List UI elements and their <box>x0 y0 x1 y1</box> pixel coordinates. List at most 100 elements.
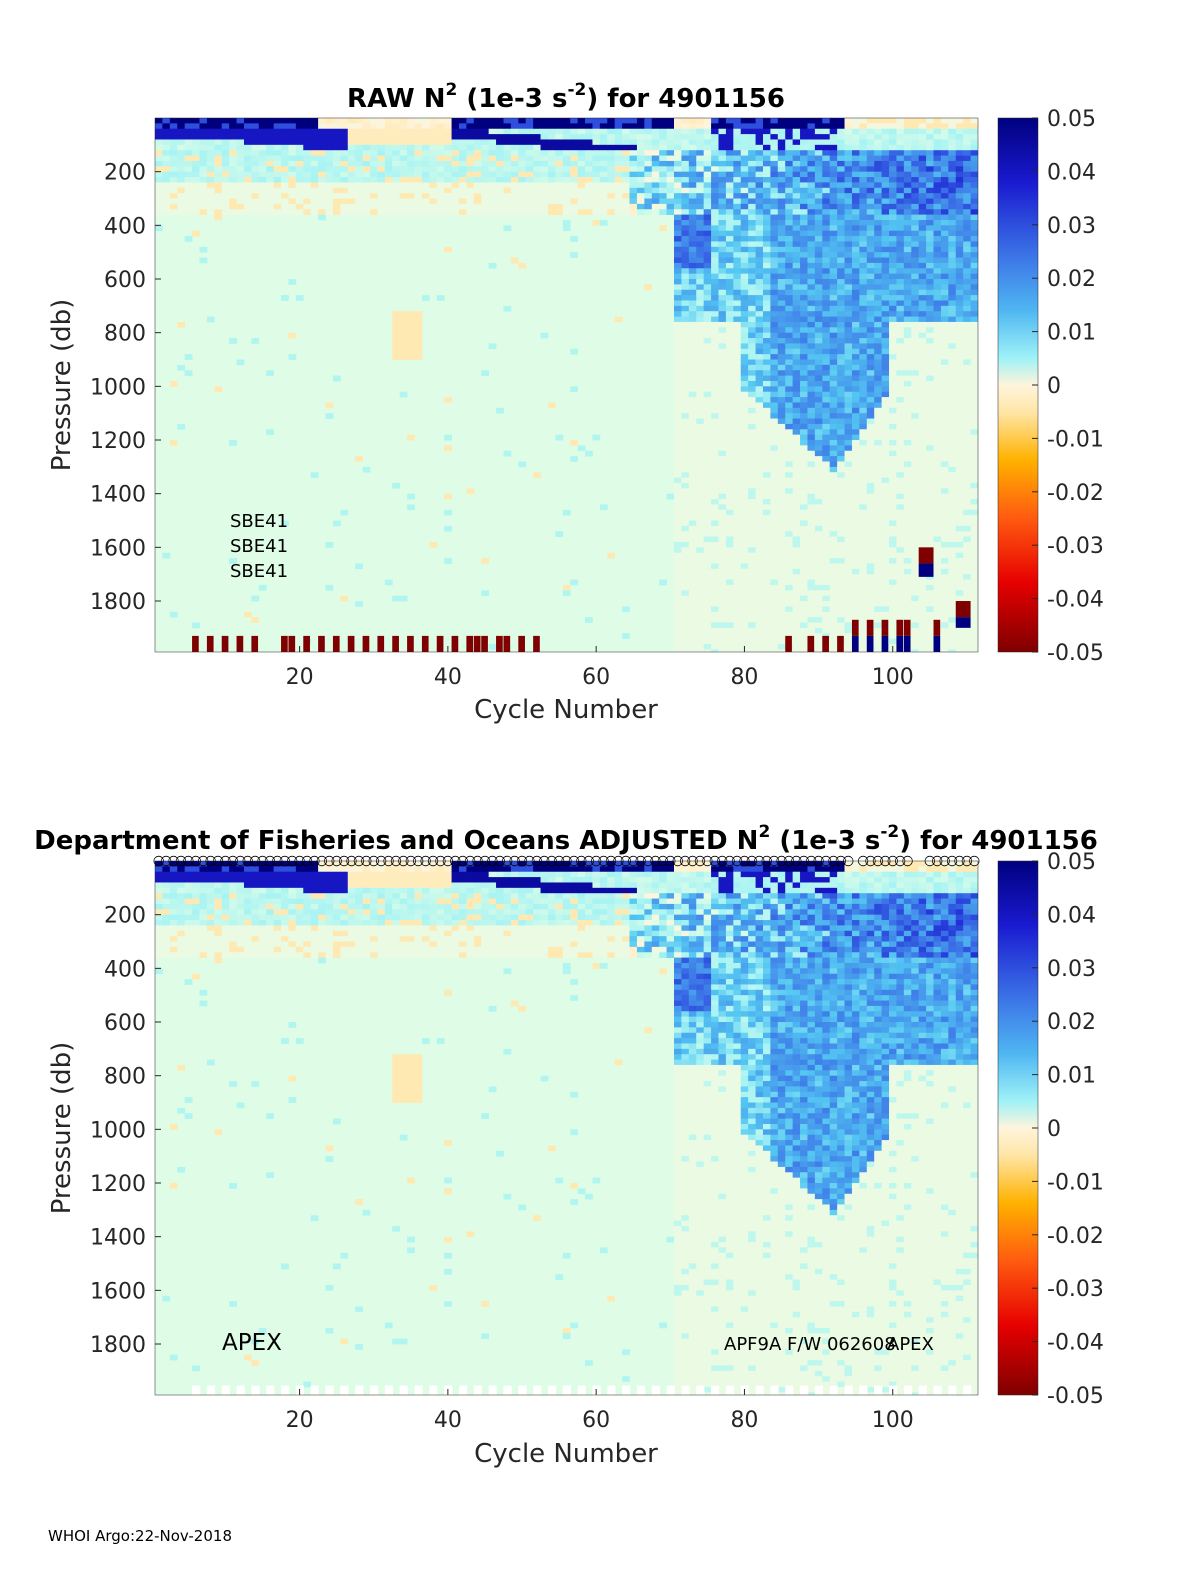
heatmap-cell <box>622 171 630 178</box>
heatmap-cell <box>340 134 349 140</box>
heatmap-cell <box>243 118 252 124</box>
heatmap-cell <box>748 482 756 489</box>
heatmap-cell <box>911 139 920 146</box>
heatmap-cell <box>577 203 586 210</box>
heatmap-cell <box>837 364 845 371</box>
heatmap-cell <box>859 461 868 468</box>
heatmap-cell <box>184 139 193 146</box>
heatmap-cell <box>570 166 579 173</box>
heatmap-cell <box>718 617 727 623</box>
heatmap-cell <box>206 128 215 135</box>
heatmap-cell <box>169 198 178 205</box>
heatmap-cell <box>421 198 430 205</box>
heatmap-cell <box>770 268 779 275</box>
heatmap-cell <box>295 134 304 140</box>
heatmap-cell <box>340 509 349 516</box>
heatmap-cell <box>762 354 771 360</box>
heatmap-cell <box>896 177 905 183</box>
heatmap-cell <box>844 284 853 291</box>
heatmap-cell <box>874 150 883 156</box>
heatmap-cell <box>681 134 690 140</box>
heatmap-cell <box>703 386 712 393</box>
heatmap-cell <box>844 257 853 264</box>
heatmap-cell <box>703 541 712 548</box>
heatmap-cell <box>733 440 742 446</box>
heatmap-cell <box>206 198 215 205</box>
heatmap-cell <box>800 552 808 559</box>
heatmap-cell <box>711 579 719 586</box>
heatmap-cell <box>725 209 734 216</box>
heatmap-cell <box>674 279 682 285</box>
heatmap-cell <box>903 203 912 210</box>
heatmap-cell <box>866 386 875 393</box>
heatmap-cell <box>881 225 890 232</box>
heatmap-cell <box>844 638 853 645</box>
heatmap-cell <box>577 144 586 151</box>
heatmap-cell <box>777 445 786 452</box>
heatmap-cell <box>718 225 727 232</box>
heatmap-cell <box>696 520 705 527</box>
heatmap-cell <box>844 305 853 312</box>
heatmap-cell <box>859 134 868 140</box>
heatmap-cell <box>711 558 719 564</box>
heatmap-cell <box>681 445 690 452</box>
heatmap-cell <box>332 171 341 178</box>
heatmap-cell <box>243 177 252 183</box>
heatmap-cell <box>674 482 682 489</box>
heatmap-cell <box>251 193 260 199</box>
heatmap-cell <box>881 504 890 511</box>
heatmap-cell <box>911 332 920 339</box>
heatmap-cell <box>725 338 734 344</box>
heatmap-cell <box>347 166 356 173</box>
heatmap-cell <box>874 380 883 387</box>
heatmap-cell <box>903 450 912 457</box>
heatmap-cell <box>718 273 727 280</box>
heatmap-cell <box>881 203 890 210</box>
heatmap-cell <box>755 627 764 634</box>
heatmap-cell <box>384 182 393 189</box>
heatmap-cell <box>866 456 875 462</box>
heatmap-cell <box>792 332 801 339</box>
heatmap-cell <box>933 386 942 393</box>
heatmap-cell <box>777 193 786 199</box>
heatmap-cell <box>711 606 719 613</box>
heatmap-cell <box>903 541 912 548</box>
heatmap-cell <box>755 638 764 645</box>
heatmap-cell <box>711 638 719 645</box>
heatmap-cell <box>533 166 541 173</box>
heatmap-cell <box>851 354 860 360</box>
heatmap-cell <box>458 155 467 162</box>
heatmap-cell <box>703 273 712 280</box>
heatmap-cell <box>436 128 445 135</box>
heatmap-cell <box>807 622 816 629</box>
heatmap-cell <box>911 364 920 371</box>
heatmap-cell <box>577 155 586 162</box>
heatmap-cell <box>155 177 163 183</box>
heatmap-cell <box>733 160 742 167</box>
heatmap-cell <box>785 150 794 156</box>
heatmap-cell <box>273 182 282 189</box>
heatmap-cell <box>762 450 771 457</box>
heatmap-cell <box>851 144 860 151</box>
heatmap-cell <box>518 203 527 210</box>
heatmap-cell <box>281 193 289 199</box>
heatmap-cell <box>711 380 719 387</box>
heatmap-cell <box>829 139 838 146</box>
heatmap-cell <box>807 477 816 484</box>
heatmap-cell <box>762 493 771 500</box>
heatmap-cell <box>770 601 779 607</box>
heatmap-cell <box>162 144 171 151</box>
heatmap-cell <box>622 144 630 151</box>
heatmap-cell <box>874 182 883 189</box>
heatmap-cell <box>807 504 816 511</box>
heatmap-cell <box>889 429 897 436</box>
heatmap-cell <box>792 434 801 441</box>
heatmap-cell <box>725 187 734 194</box>
heatmap-cell <box>733 241 742 248</box>
heatmap-cell <box>703 279 712 285</box>
heatmap-cell <box>770 311 779 317</box>
heatmap-cell <box>718 595 727 602</box>
heatmap-cell <box>926 649 934 652</box>
heatmap-cell <box>859 456 868 462</box>
heatmap-cell <box>762 338 771 344</box>
